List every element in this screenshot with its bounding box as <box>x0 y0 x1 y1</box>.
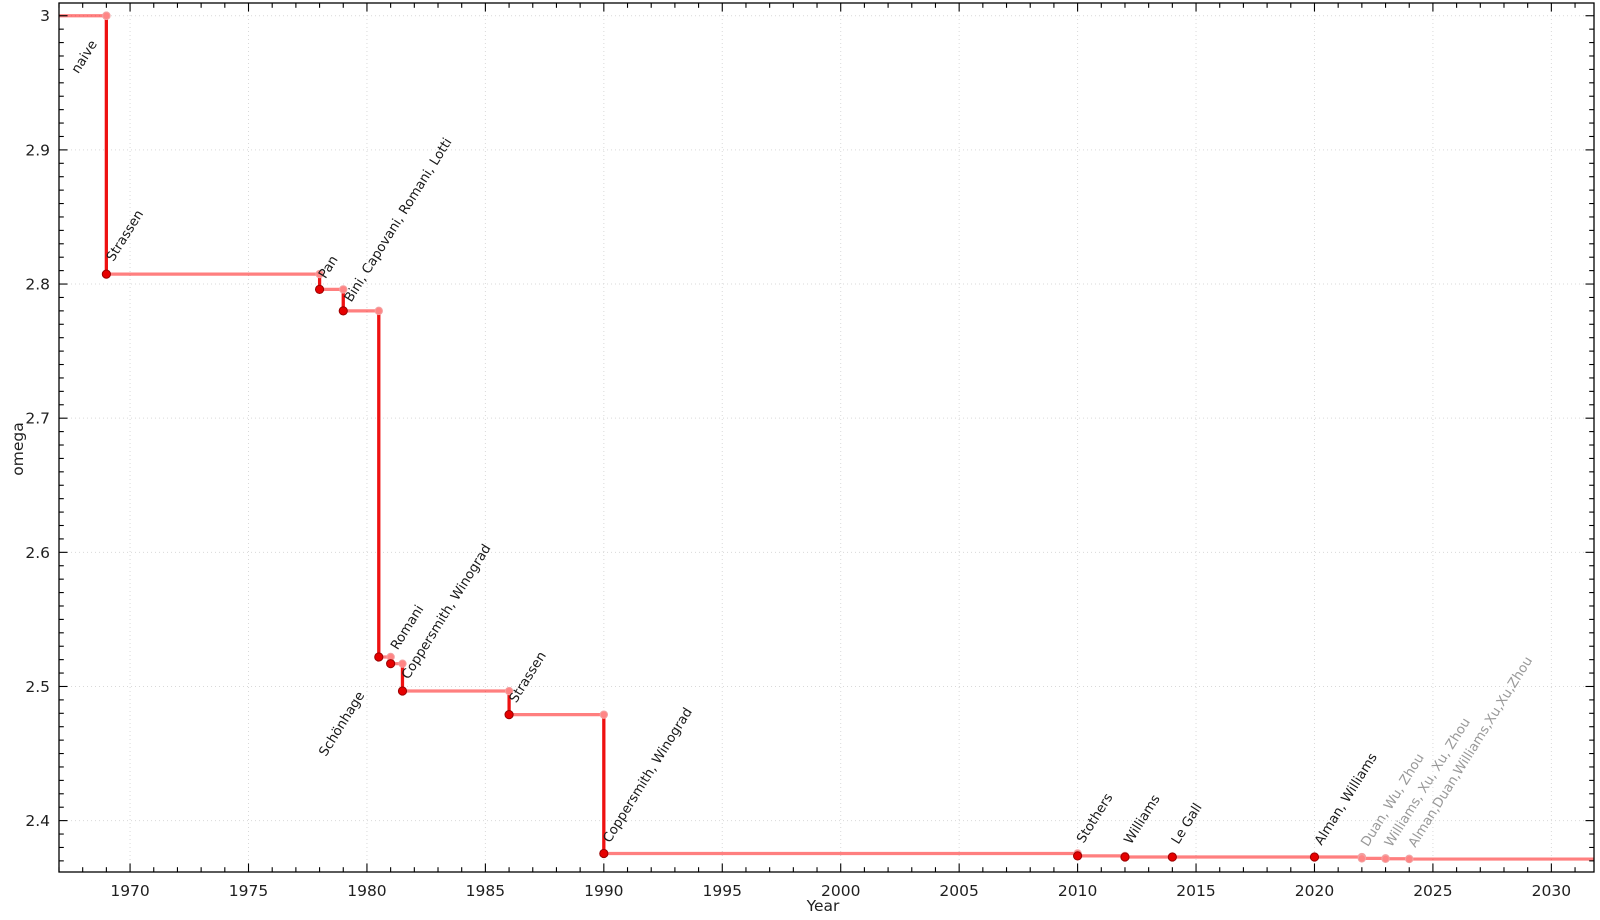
data-point-label: Coppersmith, Winograd <box>601 705 696 845</box>
data-point-marker <box>314 284 325 295</box>
x-tick-label: 1985 <box>466 882 505 900</box>
plot-border <box>58 2 1595 873</box>
data-point-marker <box>599 848 609 859</box>
y-tick-label: 2.6 <box>25 544 50 562</box>
x-tick-label: 1970 <box>110 882 149 900</box>
corner-marker <box>599 710 609 719</box>
data-point-marker <box>397 686 408 696</box>
data-point-marker <box>1381 854 1390 863</box>
tick-label-layer: 1970 1975 1980 1985 1990 1995 2000 2005 2010 2015… <box>25 7 1571 900</box>
x-axis-title: Year <box>806 897 840 915</box>
y-axis-title: omega <box>9 422 27 475</box>
x-tick-label: 2005 <box>939 882 978 900</box>
data-point-marker <box>1309 852 1320 862</box>
corner-marker <box>398 659 407 668</box>
y-tick-label: 2.5 <box>25 678 50 696</box>
data-point-label: Williams <box>1122 792 1164 847</box>
data-point-label: Bini, Capovani, Romani, Lotti <box>342 136 456 305</box>
data-point-label: naive <box>69 38 101 77</box>
grid-layer <box>59 3 1594 872</box>
data-point-marker <box>374 652 384 662</box>
data-point-marker <box>1357 854 1367 863</box>
x-tick-label: 2000 <box>821 882 860 900</box>
x-tick-label: 1980 <box>347 882 386 900</box>
data-point-label: Le Gall <box>1169 801 1206 847</box>
step-line <box>59 14 1594 861</box>
x-tick-label: 2020 <box>1295 882 1334 900</box>
data-point-marker <box>1167 852 1177 862</box>
data-point-marker <box>101 269 111 279</box>
x-tick-label: 1975 <box>229 882 268 900</box>
y-tick-label: 2.7 <box>25 410 50 428</box>
corner-marker <box>315 269 324 279</box>
series-layer <box>59 11 1594 864</box>
y-tick-label: 3 <box>40 7 50 25</box>
x-tick-label: 2010 <box>1058 882 1097 900</box>
x-tick-label: 1995 <box>703 882 742 900</box>
data-point-marker <box>1120 852 1130 862</box>
data-point-marker <box>1405 854 1414 864</box>
corner-marker <box>504 686 514 696</box>
y-tick-label: 2.9 <box>25 141 50 159</box>
y-tick-label: 2.4 <box>25 812 50 830</box>
corner-marker <box>374 306 383 316</box>
x-tick-label: 2025 <box>1413 882 1452 900</box>
x-tick-label: 2030 <box>1532 882 1571 900</box>
data-point-label: Stothers <box>1074 791 1116 846</box>
data-point-label: Schönhage <box>317 689 369 759</box>
x-tick-label: 2015 <box>1176 882 1215 900</box>
data-point-marker <box>102 11 111 20</box>
data-point-label: Strassen <box>104 208 147 265</box>
data-point-marker <box>338 306 348 316</box>
corner-marker <box>339 285 348 294</box>
x-tick-label: 1990 <box>584 882 623 900</box>
axis-frame-layer <box>58 2 1595 873</box>
data-point-marker <box>504 710 514 720</box>
data-point-marker <box>386 659 396 669</box>
data-point-label: Strassen <box>507 649 550 706</box>
y-tick-label: 2.8 <box>25 276 50 294</box>
data-point-marker <box>1072 851 1083 861</box>
